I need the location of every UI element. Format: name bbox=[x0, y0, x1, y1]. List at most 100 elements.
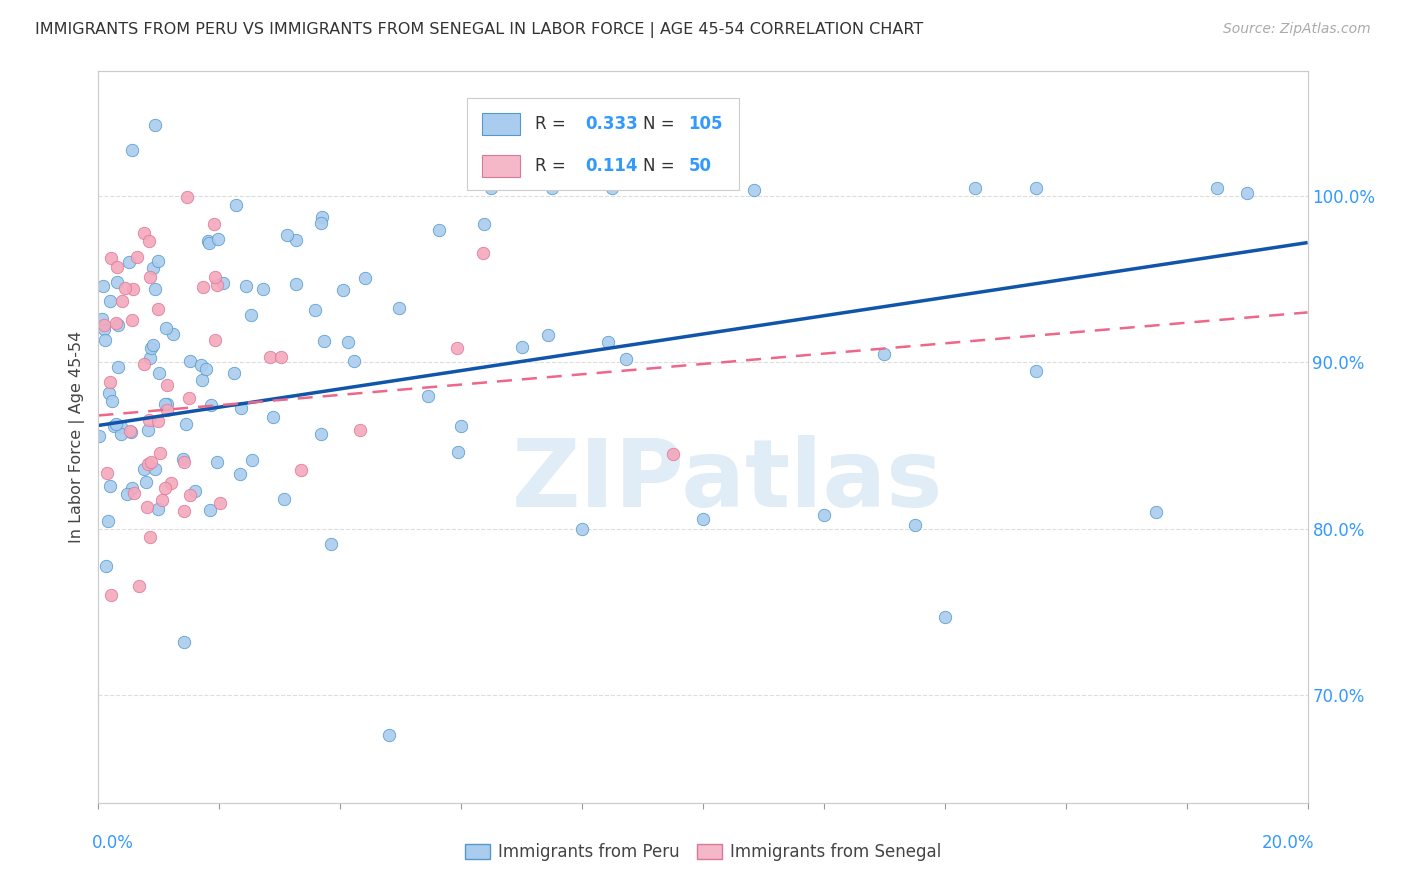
Point bbox=[155, 321, 177, 335]
Point bbox=[118, 424, 141, 438]
Point bbox=[388, 301, 411, 315]
Point bbox=[122, 282, 145, 296]
Point bbox=[259, 350, 281, 364]
Point bbox=[446, 341, 468, 355]
Point bbox=[134, 357, 156, 371]
Point bbox=[118, 255, 141, 269]
Point bbox=[537, 328, 560, 343]
Point bbox=[661, 447, 683, 461]
Point bbox=[212, 276, 235, 290]
Point bbox=[156, 397, 179, 411]
Point bbox=[1024, 180, 1046, 194]
Point bbox=[104, 316, 127, 330]
Point bbox=[235, 279, 257, 293]
Point bbox=[93, 318, 115, 333]
Point bbox=[447, 445, 470, 459]
Point bbox=[284, 233, 307, 247]
Point bbox=[312, 334, 335, 349]
Point bbox=[121, 143, 143, 157]
Point bbox=[98, 293, 121, 308]
Text: 0.0%: 0.0% bbox=[91, 834, 134, 852]
Point bbox=[149, 445, 172, 459]
Point bbox=[110, 420, 132, 434]
Point bbox=[377, 728, 399, 742]
Point bbox=[309, 426, 332, 441]
Point bbox=[114, 281, 136, 295]
Point bbox=[105, 275, 128, 289]
Point bbox=[614, 351, 637, 366]
Point bbox=[153, 481, 176, 495]
Point bbox=[602, 180, 624, 194]
Text: N =: N = bbox=[643, 115, 673, 133]
Point bbox=[177, 391, 200, 405]
Point bbox=[472, 217, 495, 231]
Point bbox=[172, 452, 194, 467]
Point bbox=[471, 246, 494, 260]
Point bbox=[1206, 180, 1229, 194]
Point bbox=[142, 338, 165, 352]
Point bbox=[120, 425, 142, 440]
Point bbox=[91, 279, 114, 293]
Point bbox=[139, 530, 162, 544]
FancyBboxPatch shape bbox=[482, 113, 520, 135]
Point bbox=[904, 518, 927, 533]
Point bbox=[240, 308, 263, 322]
Point bbox=[138, 413, 160, 427]
Point bbox=[132, 462, 155, 476]
Point bbox=[148, 366, 170, 380]
Point bbox=[343, 354, 366, 368]
Point bbox=[100, 588, 122, 602]
Point bbox=[111, 293, 134, 308]
Point bbox=[205, 278, 228, 293]
Point bbox=[205, 455, 228, 469]
Point bbox=[156, 378, 179, 392]
Point bbox=[965, 180, 987, 194]
Point bbox=[107, 318, 129, 333]
Point bbox=[146, 254, 169, 268]
Point bbox=[290, 463, 312, 477]
Point bbox=[132, 226, 155, 240]
Text: Source: ZipAtlas.com: Source: ZipAtlas.com bbox=[1223, 22, 1371, 37]
Point bbox=[128, 579, 150, 593]
Text: ZIPatlas: ZIPatlas bbox=[512, 435, 943, 527]
Legend: Immigrants from Peru, Immigrants from Senegal: Immigrants from Peru, Immigrants from Se… bbox=[458, 837, 948, 868]
Point bbox=[105, 260, 128, 274]
Point bbox=[146, 302, 169, 317]
Point bbox=[146, 502, 169, 516]
Text: 0.333: 0.333 bbox=[586, 115, 638, 133]
Point bbox=[512, 340, 534, 354]
Point bbox=[202, 218, 225, 232]
Point bbox=[139, 454, 162, 468]
Point bbox=[143, 282, 166, 296]
Point bbox=[138, 234, 160, 248]
Text: N =: N = bbox=[643, 157, 673, 175]
Point bbox=[110, 427, 132, 442]
Point bbox=[97, 514, 120, 528]
Point bbox=[173, 503, 195, 517]
Point bbox=[200, 503, 222, 517]
Point bbox=[135, 475, 157, 489]
Point bbox=[273, 491, 295, 506]
Point bbox=[231, 401, 253, 415]
Point bbox=[104, 417, 127, 431]
Point bbox=[96, 467, 118, 481]
Point bbox=[162, 327, 184, 342]
Point bbox=[934, 609, 956, 624]
Point bbox=[191, 280, 214, 294]
Point bbox=[204, 270, 226, 285]
Point bbox=[197, 235, 219, 249]
Point bbox=[156, 403, 179, 417]
Point bbox=[304, 302, 326, 317]
Point bbox=[596, 334, 619, 349]
Point bbox=[136, 457, 159, 471]
Point bbox=[139, 351, 162, 366]
Point bbox=[121, 481, 143, 495]
FancyBboxPatch shape bbox=[482, 154, 520, 177]
Point bbox=[311, 210, 333, 224]
Point bbox=[94, 333, 117, 347]
Point bbox=[204, 333, 226, 347]
FancyBboxPatch shape bbox=[467, 98, 740, 190]
Point bbox=[173, 634, 195, 648]
Point bbox=[332, 283, 354, 297]
Point bbox=[122, 486, 145, 500]
